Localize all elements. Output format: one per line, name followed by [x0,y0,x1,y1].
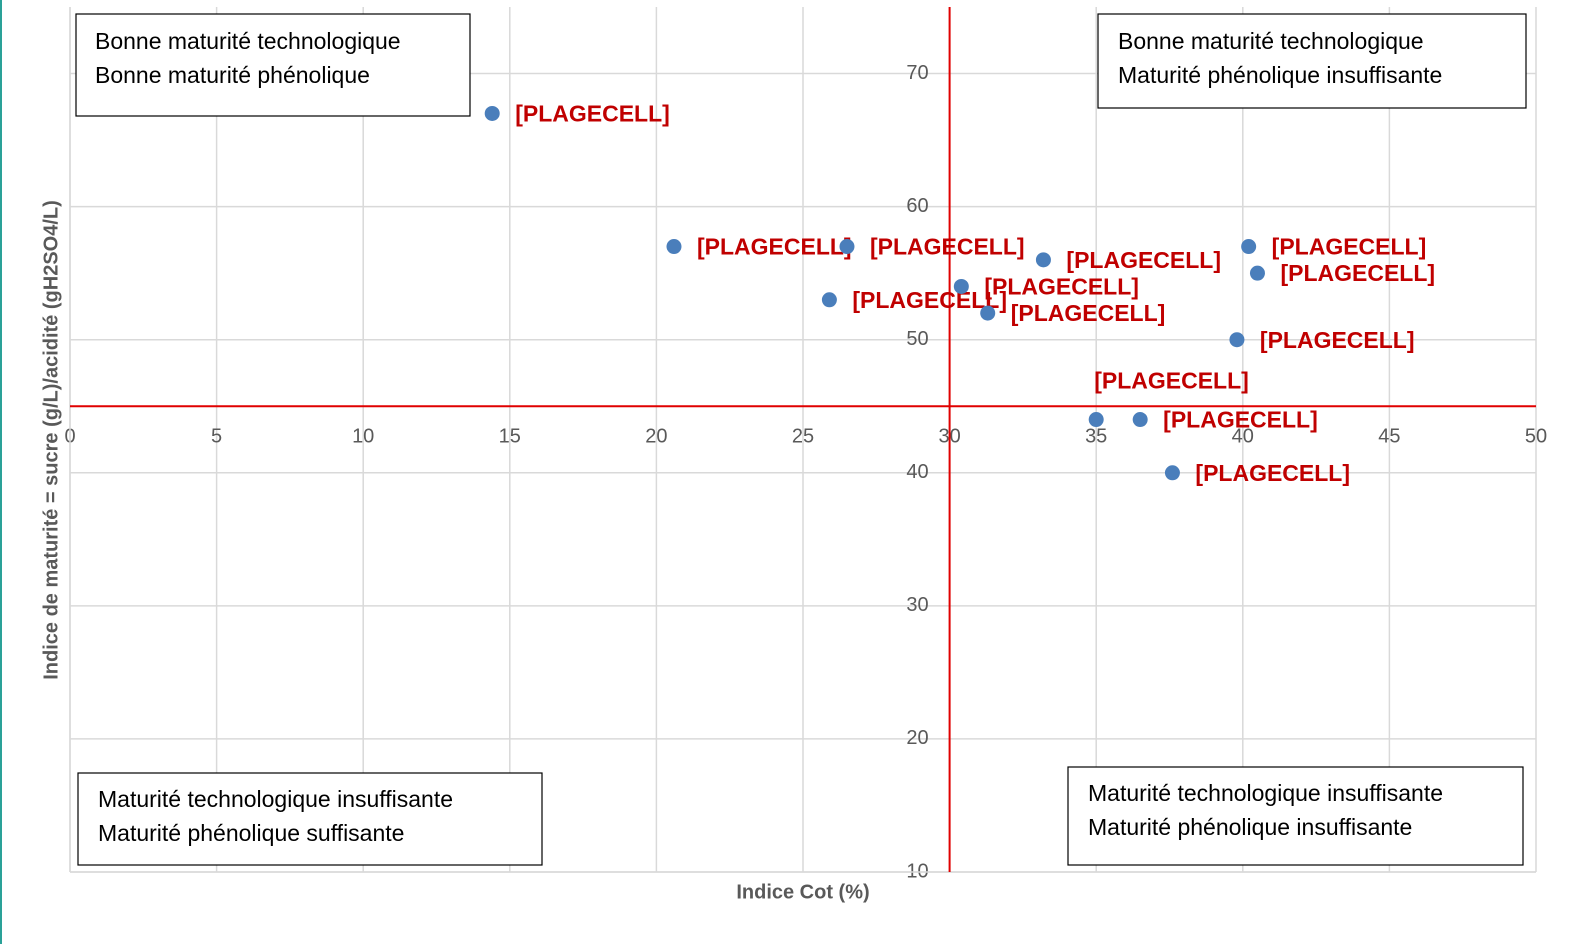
annotation-box [75,13,471,117]
x-tick-label: 20 [645,426,667,448]
point-label: [PLAGECELL] [870,234,1025,260]
x-axis-title: Indice Cot (%) [736,881,869,903]
x-tick-label: 15 [499,426,521,448]
point [1229,332,1245,348]
annotation-text: Bonne maturité phénolique [95,62,370,88]
point [1249,265,1265,281]
point-label: [PLAGECELL] [1094,368,1249,394]
annotation-text: Bonne maturité technologique [95,28,401,54]
point-label: [PLAGECELL] [1011,300,1166,326]
y-tick-label: 40 [906,461,928,483]
annotation-text: Maturité phénolique insuffisante [1118,62,1442,88]
y-tick-label: 60 [906,195,928,217]
x-tick-label: 10 [352,426,374,448]
page-edge [0,0,2,944]
point [1164,465,1180,481]
point-label: [PLAGECELL] [1066,247,1221,273]
point-label: [PLAGECELL] [697,234,852,260]
annotation-box [1097,13,1527,109]
annotation-box [1067,766,1524,866]
x-tick-label: 5 [211,426,222,448]
point [1132,412,1148,428]
y-tick-label: 50 [906,328,928,350]
annotation-text: Maturité phénolique suffisante [98,820,404,846]
y-tick-label: 20 [906,727,928,749]
x-tick-label: 45 [1378,426,1400,448]
point [953,278,969,294]
point-label: [PLAGECELL] [1280,260,1435,286]
point-label: [PLAGECELL] [1163,407,1318,433]
x-tick-label: 50 [1525,426,1547,448]
point [839,239,855,255]
point [484,105,500,121]
x-tick-label: 25 [792,426,814,448]
point [1035,252,1051,268]
point-label: [PLAGECELL] [852,287,1007,313]
point-label: [PLAGECELL] [1260,327,1415,353]
annotation-text: Maturité phénolique insuffisante [1088,814,1412,840]
annotation-text: Bonne maturité technologique [1118,28,1424,54]
point-label: [PLAGECELL] [984,274,1139,300]
x-tick-label: 40 [1232,426,1254,448]
point [980,305,996,321]
annotation-text: Maturité technologique insuffisante [98,786,453,812]
y-tick-label: 70 [906,62,928,84]
point-label: [PLAGECELL] [1195,460,1350,486]
x-tick-label: 35 [1085,426,1107,448]
point-label: [PLAGECELL] [515,101,670,127]
point [1241,239,1257,255]
point-label: [PLAGECELL] [1272,234,1427,260]
y-tick-label: 30 [906,594,928,616]
point [1088,412,1104,428]
annotation-text: Maturité technologique insuffisante [1088,780,1443,806]
point [821,292,837,308]
y-axis-title: Indice de maturité = sucre (g/L)/acidité… [40,200,62,680]
point [666,239,682,255]
annotation-box [77,772,543,866]
